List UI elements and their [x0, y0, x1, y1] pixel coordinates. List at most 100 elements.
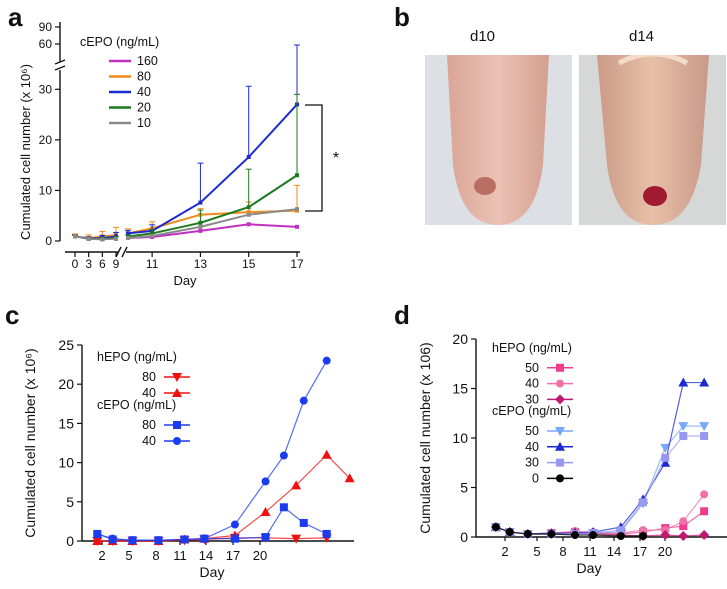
tick-label-d-y: 15: [452, 381, 468, 397]
legend-c-label: 40: [142, 386, 156, 400]
tick-label-c-x: 20: [253, 548, 267, 563]
legend-a-label-10: 10: [137, 116, 151, 130]
point-d-cEPO-40: [699, 377, 710, 387]
point-a-40: [198, 200, 203, 205]
tube-body: [597, 55, 709, 225]
legend-a-label-80: 80: [137, 70, 151, 84]
point-c-hEPO-80: [291, 534, 302, 544]
point-a-10: [73, 234, 77, 239]
axis-a-xlabel: Day: [173, 273, 197, 288]
tick-label-d-x: 20: [658, 544, 672, 559]
tick-label-a-y-high: 60: [39, 37, 53, 51]
tick-label-c-y: 25: [58, 337, 74, 353]
axis-d-xlabel: Day: [577, 560, 602, 576]
tube-d10-drawing: [447, 55, 549, 225]
legend-a-label-40: 40: [137, 85, 151, 99]
point-d-cEPO-0: [505, 528, 514, 537]
point-a-160: [198, 228, 203, 233]
point-d-cEPO-30: [661, 453, 670, 462]
point-a-20: [246, 205, 251, 210]
legend-d-marker: [555, 427, 565, 436]
tick-label-a-y: 0: [45, 234, 52, 248]
tick-label-c-x: 5: [125, 548, 132, 563]
point-d-cEPO-40: [660, 457, 671, 467]
series-d-hEPO-40: [495, 494, 705, 535]
tick-label-a-y: 20: [39, 133, 53, 147]
tick-label-c-x: 14: [199, 548, 213, 563]
tube-meniscus: [617, 55, 689, 66]
legend-c-marker: [173, 421, 181, 429]
point-a-160: [295, 224, 299, 229]
cell-pellet: [474, 177, 496, 195]
point-c-cEPO-40: [154, 536, 163, 545]
tick-label-c-y: 10: [58, 455, 74, 471]
legend-c-label: 40: [142, 434, 156, 448]
series-c-hEPO-40: [97, 453, 351, 542]
legend-d-label: 30: [525, 456, 539, 470]
panel-letter-c: c: [5, 300, 20, 330]
point-a-40: [246, 155, 251, 160]
point-d-hEPO-40: [700, 490, 709, 499]
point-d-cEPO-30: [700, 432, 709, 441]
point-a-160: [246, 222, 251, 227]
tick-label-d-x: 2: [501, 544, 508, 559]
tick-label-c-x: 2: [98, 548, 105, 563]
point-c-cEPO-40: [180, 535, 189, 544]
legend-d-title: cEPO (ng/mL): [492, 404, 571, 418]
point-a-20: [295, 173, 299, 178]
point-a-10: [246, 212, 251, 217]
legend-c-title: cEPO (ng/mL): [97, 398, 176, 412]
axis-a-y-break: [54, 65, 66, 71]
point-d-cEPO-0: [616, 532, 625, 541]
point-a-20: [150, 231, 155, 236]
tube-body: [447, 55, 549, 225]
point-c-cEPO-40: [279, 451, 288, 460]
tick-label-a-x: 17: [290, 257, 304, 271]
tube-photo-d10: [425, 55, 572, 225]
point-d-hEPO-30: [660, 530, 671, 541]
point-d-cEPO-0: [491, 523, 500, 532]
legend-d-label: 40: [525, 440, 539, 454]
point-c-cEPO-80: [299, 518, 308, 527]
tick-label-a-y-high: 90: [39, 20, 53, 34]
legend-c-marker: [173, 437, 181, 445]
point-d-cEPO-50: [678, 422, 689, 432]
point-c-hEPO-40: [260, 506, 271, 516]
point-c-cEPO-40: [230, 520, 239, 529]
point-d-hEPO-30: [678, 531, 689, 542]
legend-d-title: hEPO (ng/mL): [492, 341, 572, 355]
point-a-10: [150, 233, 155, 238]
axis-a-ylabel: Cumulated cell number (x 10⁶): [18, 64, 33, 240]
point-d-cEPO-30: [679, 432, 688, 441]
tick-label-d-x: 14: [607, 544, 621, 559]
point-d-hEPO-50: [700, 507, 709, 516]
point-d-cEPO-50: [660, 443, 671, 453]
point-c-hEPO-40: [344, 473, 355, 483]
tick-label-d-x: 11: [583, 544, 597, 559]
tick-label-c-x: 17: [226, 548, 240, 563]
legend-d-marker: [556, 363, 564, 372]
tube-photo-d14: [579, 55, 726, 225]
point-d-cEPO-0: [547, 530, 556, 539]
point-a-10: [86, 236, 91, 241]
point-c-cEPO-80: [261, 533, 270, 542]
legend-c-marker: [172, 373, 182, 382]
legend-d-marker: [556, 458, 564, 467]
legend-d-marker: [555, 441, 565, 451]
legend-c-label: 80: [142, 370, 156, 384]
legend-d-label: 50: [525, 424, 539, 438]
point-c-hEPO-40: [291, 480, 302, 490]
legend-c-label: 80: [142, 418, 156, 432]
point-c-cEPO-40: [200, 534, 209, 543]
legend-d-label: 0: [532, 471, 539, 485]
point-c-cEPO-40: [108, 534, 117, 543]
point-d-cEPO-0: [571, 531, 580, 540]
panel-letter-d: d: [394, 300, 410, 330]
tube-d14-drawing: [597, 55, 709, 225]
significance-bracket: [305, 104, 323, 212]
tick-label-a-x: 9: [113, 257, 120, 271]
tick-label-d-x: 8: [559, 544, 566, 559]
axis-a-x-break: [121, 246, 128, 258]
photo-label-d14: d14: [629, 28, 655, 45]
